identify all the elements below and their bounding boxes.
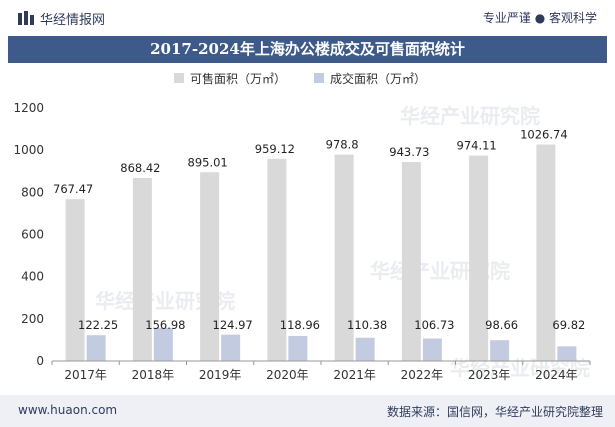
y-tick-label: 1000 <box>13 143 44 157</box>
data-label-transaction: 122.25 <box>78 318 118 332</box>
y-tick-label: 600 <box>21 228 44 242</box>
x-tick-label: 2020年 <box>266 368 309 382</box>
chart-title: 2017-2024年上海办公楼成交及可售面积统计 <box>8 36 607 63</box>
legend-label-1: 可售面积（万㎡） <box>190 71 286 86</box>
data-label-available: 895.01 <box>188 155 228 169</box>
data-label-transaction: 106.73 <box>414 318 454 332</box>
logo-icon <box>18 11 34 25</box>
bar-transaction-area <box>288 335 308 361</box>
x-tick-label: 2024年 <box>535 368 578 382</box>
brand-name: 华经情报网 <box>40 13 106 28</box>
data-label-available: 978.8 <box>326 138 359 152</box>
footer: www.huaon.com 数据来源：国信网，华经产业研究院整理 <box>0 395 615 427</box>
x-tick-label: 2023年 <box>468 368 511 382</box>
x-tick-label: 2017年 <box>64 368 107 382</box>
data-label-available: 943.73 <box>389 145 429 159</box>
bar-available-area <box>267 158 287 361</box>
legend-label-2: 成交面积（万㎡） <box>330 71 426 86</box>
bar-available-area <box>334 154 354 361</box>
bar-available-area <box>65 199 85 361</box>
top-bar: 华经情报网 专业严谨 ● 客观科学 <box>0 0 615 36</box>
bar-transaction-area <box>557 346 577 361</box>
bars <box>65 144 577 361</box>
x-tick-label: 2019年 <box>199 368 242 382</box>
bar-available-area <box>469 155 489 361</box>
y-tick-label: 0 <box>36 354 44 368</box>
bar-transaction-area <box>422 338 442 361</box>
data-label-transaction: 124.97 <box>213 318 253 332</box>
tagline: 专业严谨 ● 客观科学 <box>482 11 597 25</box>
footer-url[interactable]: www.huaon.com <box>18 403 118 417</box>
y-tick-label: 800 <box>21 185 44 199</box>
legend-swatch-1 <box>174 73 184 83</box>
data-label-transaction: 110.38 <box>347 318 387 332</box>
y-tick-label: 1200 <box>13 101 44 115</box>
watermark-text: 华经产业研究院 <box>400 104 540 128</box>
x-tick-label: 2021年 <box>333 368 376 382</box>
bar-available-area <box>401 162 421 361</box>
data-label-available: 959.12 <box>255 142 295 156</box>
bar-available-area <box>200 172 220 361</box>
y-tick-label: 400 <box>21 270 44 284</box>
footer-source: 数据来源：国信网，华经产业研究院整理 <box>386 405 603 419</box>
legend-swatch-2 <box>314 73 324 83</box>
data-label-available: 1026.74 <box>520 128 568 142</box>
y-tick-label: 200 <box>21 312 44 326</box>
data-label-available: 767.47 <box>53 182 93 196</box>
y-axis: 0 200 400 600 800 1000 1200 <box>13 101 44 368</box>
data-label-available: 868.42 <box>120 161 160 175</box>
bar-transaction-area <box>490 340 510 361</box>
x-tick-label: 2022年 <box>401 368 444 382</box>
legend: 可售面积（万㎡） 成交面积（万㎡） <box>174 71 426 86</box>
watermark-text: 华经产业研究院 <box>370 259 510 283</box>
data-label-transaction: 156.98 <box>145 318 185 332</box>
data-labels: 767.47 122.25 868.42 156.98 895.01 124.97 959.… <box>53 128 585 332</box>
bar-transaction-area <box>221 334 241 361</box>
bar-transaction-area <box>355 337 375 361</box>
data-label-available: 974.11 <box>457 139 497 153</box>
x-axis: 2017年 2018年 2019年 2020年 2021年 2022年 2023年 2024年 <box>51 360 591 382</box>
data-label-transaction: 98.66 <box>485 318 518 332</box>
x-tick-label: 2018年 <box>132 368 175 382</box>
bar-transaction-area <box>86 335 106 361</box>
bar-available-area <box>536 144 556 361</box>
chart-area: 华经产业研究院 华经产业研究院 华经产业研究院 华经产业研究院 可售面积（万㎡） 成交面… <box>0 63 615 395</box>
data-label-transaction: 69.82 <box>552 318 585 332</box>
bar-transaction-area <box>153 327 173 361</box>
bar-available-area <box>132 177 152 361</box>
data-label-transaction: 118.96 <box>280 318 320 332</box>
